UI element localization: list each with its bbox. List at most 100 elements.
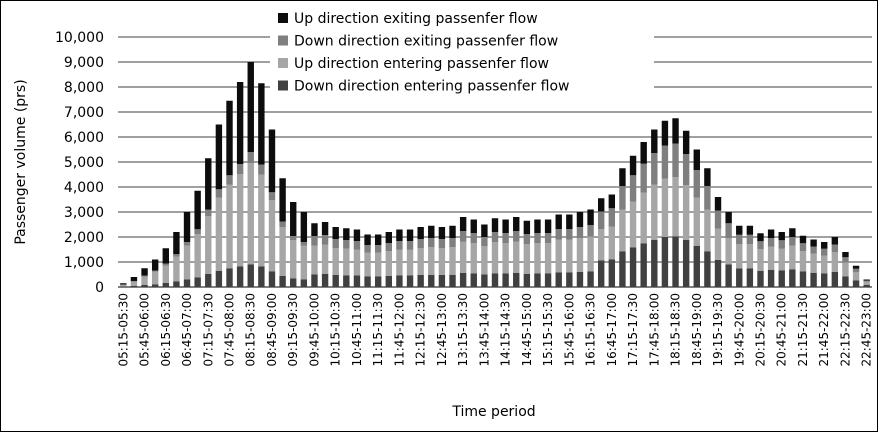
bar-segment	[385, 243, 393, 252]
bar-segment	[481, 246, 488, 275]
bar-segment	[629, 155, 637, 176]
x-tick-label: 16:15-16:30	[584, 293, 598, 367]
bar-segment	[534, 273, 541, 287]
bar-segment	[544, 219, 552, 233]
bar-segment	[842, 257, 849, 263]
bar-segment	[406, 249, 414, 276]
bar-segment	[831, 252, 839, 272]
bar-segment	[396, 275, 403, 287]
bar-segment	[863, 279, 870, 281]
x-tick-label: 12:15-12:30	[414, 293, 428, 367]
bar-segment	[831, 272, 839, 287]
bar-segment	[725, 264, 732, 287]
bar-segment	[481, 224, 488, 237]
x-tick-label: 20:15-20:30	[753, 293, 767, 367]
bar-segment	[396, 249, 403, 276]
bar-segment	[491, 232, 499, 243]
bar-segment	[672, 143, 679, 178]
bar-segment	[842, 276, 849, 287]
bar-segment	[523, 234, 531, 244]
bar-segment	[268, 129, 276, 193]
x-tick-label: 06:15-06:30	[159, 293, 173, 367]
bar-segment	[162, 283, 169, 287]
x-tick-label: 14:15-14:30	[499, 293, 513, 367]
bar-segment	[226, 184, 233, 269]
bar-segment	[300, 212, 308, 242]
bar-segment	[789, 237, 796, 246]
y-tick-label: 5,000	[64, 155, 104, 171]
bar-segment	[608, 208, 616, 227]
bar-segment	[640, 142, 647, 164]
bar-segment	[704, 168, 711, 186]
bar-segment	[332, 275, 339, 287]
x-tick-label: 20:45-21:00	[775, 293, 789, 367]
bar-segment	[767, 246, 775, 270]
bar-segment	[438, 239, 446, 248]
bar-segment	[693, 149, 700, 170]
bar-segment	[194, 277, 201, 287]
bar-segment	[736, 268, 743, 287]
legend-label: Up direction entering passenfer flow	[294, 56, 549, 72]
bar-segment	[364, 234, 371, 245]
bar-segment	[374, 252, 382, 277]
bar-segment	[852, 272, 860, 281]
bar-segment	[343, 228, 350, 240]
bar-segment	[173, 254, 180, 257]
bar-segment	[449, 247, 456, 275]
bar-segment	[778, 248, 785, 271]
bar-segment	[290, 236, 297, 241]
bar-segment	[746, 225, 754, 235]
bar-segment	[162, 265, 169, 283]
bar-segment	[852, 268, 860, 272]
bar-segment	[279, 221, 286, 227]
bar-segment	[459, 273, 467, 287]
x-tick-label: 15:15-15:30	[541, 293, 555, 367]
bar-segment	[141, 268, 148, 276]
y-tick-label: 8,000	[64, 80, 104, 96]
bar-segment	[343, 275, 350, 287]
bar-segment	[311, 274, 318, 287]
bar-segment	[513, 231, 520, 242]
bar-segment	[534, 219, 541, 233]
bar-segment	[470, 243, 477, 274]
bar-segment	[183, 245, 191, 280]
x-tick-label: 06:45-07:00	[180, 293, 194, 367]
bar-segment	[183, 212, 191, 242]
bar-segment	[258, 266, 265, 287]
bar-segment	[629, 247, 637, 287]
bar-segment	[852, 280, 860, 287]
x-tick-label: 19:15-19:30	[711, 293, 725, 367]
bar-segment	[810, 246, 817, 254]
bar-segment	[682, 185, 690, 240]
bar-segment	[651, 184, 658, 240]
bar-segment	[183, 279, 191, 287]
bar-segment	[438, 275, 446, 287]
bar-segment	[290, 240, 297, 279]
bar-segment	[502, 219, 509, 233]
bar-segment	[831, 244, 839, 252]
bar-segment	[821, 248, 828, 256]
bar-segment	[396, 229, 403, 241]
bar-segment	[321, 222, 329, 235]
legend-swatch	[278, 13, 288, 23]
bar-segment	[406, 229, 414, 241]
x-tick-label: 18:45-19:00	[690, 293, 704, 367]
bar-segment	[651, 239, 658, 287]
bar-segment	[608, 259, 616, 287]
bar-segment	[852, 265, 860, 269]
bar-segment	[693, 197, 700, 246]
bar-segment	[640, 163, 647, 193]
bar-segment	[651, 153, 658, 185]
bar-segment	[544, 273, 552, 287]
bar-segment	[513, 273, 520, 287]
x-tick-label: 08:45-09:00	[265, 293, 279, 367]
bar-segment	[236, 82, 244, 164]
x-axis-title: Time period	[451, 404, 535, 420]
bar-segment	[428, 274, 435, 287]
bar-segment	[672, 236, 679, 287]
bar-segment	[799, 271, 807, 287]
bar-segment	[300, 242, 308, 246]
x-tick-label: 18:15-18:30	[669, 293, 683, 367]
y-tick-label: 6,000	[64, 130, 104, 146]
